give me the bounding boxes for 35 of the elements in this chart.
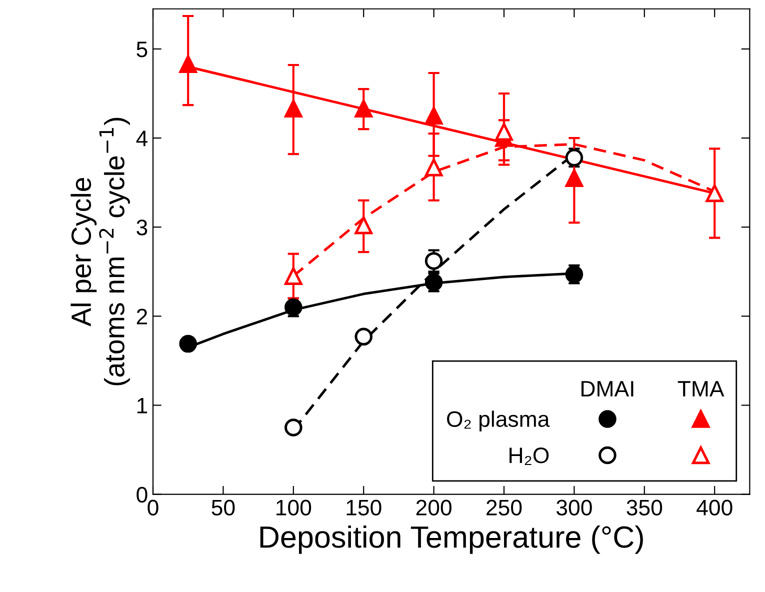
point xyxy=(284,418,302,436)
annotation: TMA xyxy=(678,381,724,396)
point xyxy=(179,334,197,353)
x-tick-label: 150 xyxy=(346,500,382,516)
x-tick-label: 200 xyxy=(416,500,452,516)
legend-label: H₂O xyxy=(510,448,549,465)
point xyxy=(179,55,197,73)
y-tick-label: 5 xyxy=(136,42,148,58)
x-tick-label: 350 xyxy=(626,500,662,516)
x-tick-label: 300 xyxy=(556,500,592,516)
point xyxy=(424,158,443,176)
y-tick-label: 3 xyxy=(136,220,148,236)
x-tick-label: 100 xyxy=(276,500,312,516)
point xyxy=(495,122,513,141)
point xyxy=(354,100,372,118)
y-axis-title: Al per Cycle (atoms nm$^{−2}$ cycle$^{−1}$) xyxy=(70,118,130,386)
point xyxy=(284,267,302,285)
x-tick-label: 400 xyxy=(696,500,732,516)
y-tick-label: 1 xyxy=(137,398,148,414)
x-tick-label: 50 xyxy=(212,500,235,516)
point xyxy=(565,169,584,188)
point xyxy=(354,216,372,234)
point xyxy=(424,252,443,270)
x-axis-title: Deposition Temperature (°C) xyxy=(260,525,643,554)
x-tick-label: 250 xyxy=(486,500,522,516)
legend-label: O₂ plasma xyxy=(447,410,550,432)
y-tick-label: 2 xyxy=(136,308,148,324)
y-tick-label: 4 xyxy=(136,130,148,146)
annotation: DMAI xyxy=(582,381,634,396)
point xyxy=(284,100,302,118)
point xyxy=(354,328,372,346)
x-tick-label: 0 xyxy=(148,500,158,516)
point xyxy=(424,106,443,125)
y-tick-label: 0 xyxy=(136,486,148,503)
point xyxy=(706,184,724,202)
